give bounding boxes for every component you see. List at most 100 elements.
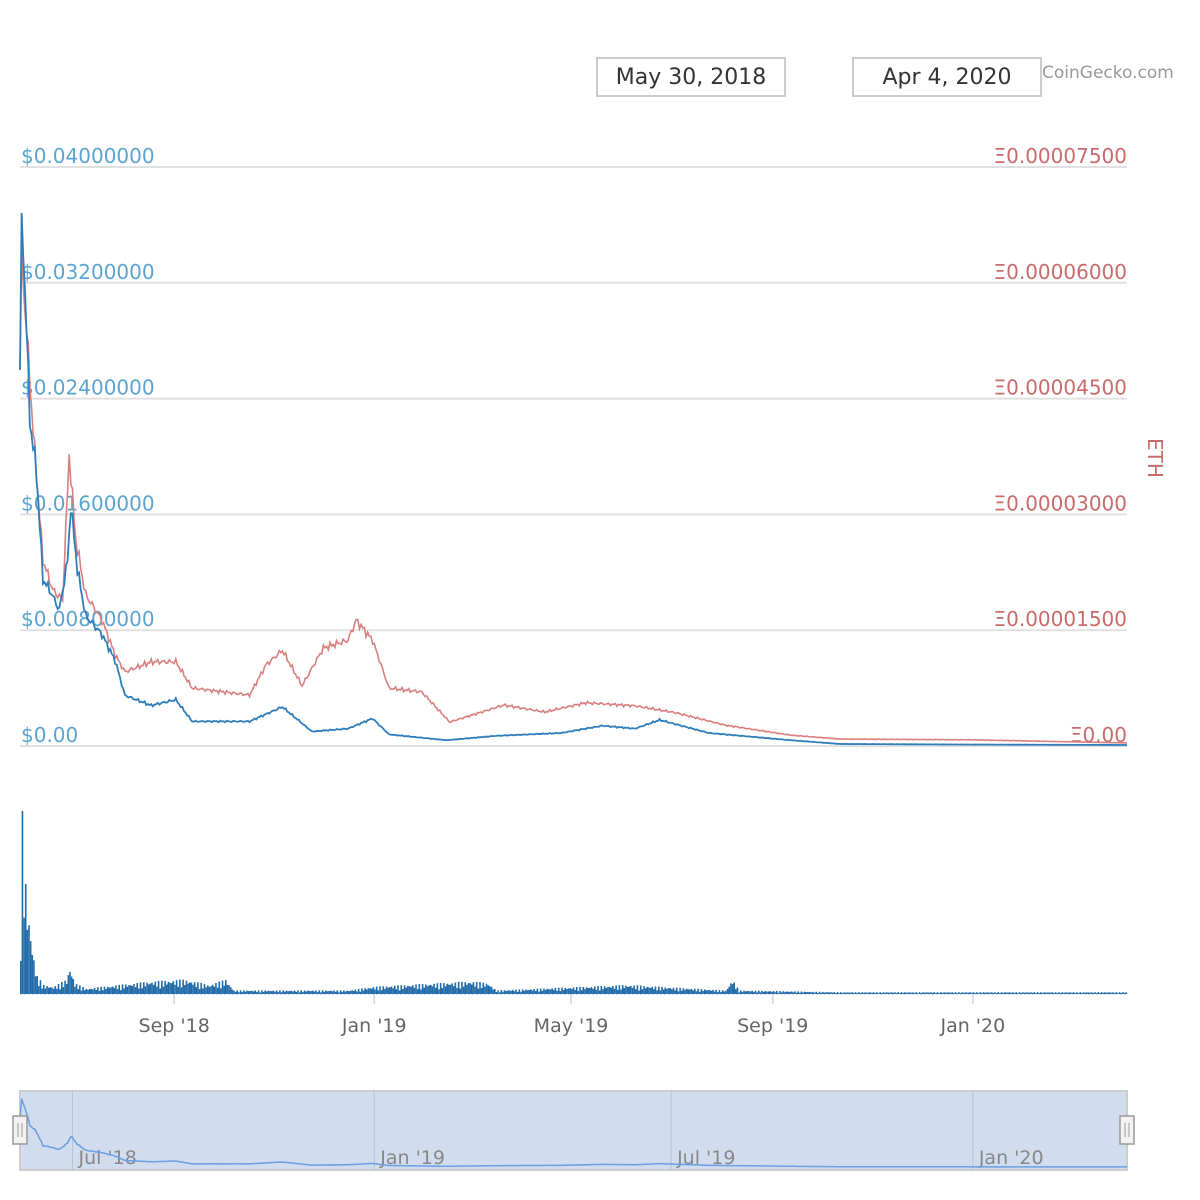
volume-bar [92,989,94,994]
volume-bar [721,990,724,994]
volume-bar [702,991,704,994]
volume-bar [285,990,288,994]
volume-bar [80,990,83,994]
volume-bar [457,981,460,994]
volume-bar [262,991,265,994]
volume-bar [200,982,202,994]
volume-bar [247,991,250,994]
volume-bar [892,992,895,994]
volume-bar [662,989,665,994]
volume-bar [502,991,504,994]
volume-bar [594,986,596,994]
volume-bar [628,986,631,994]
volume-bar [257,990,260,994]
volume-bar [449,984,452,994]
volume-bar [985,992,988,994]
volume-bar [977,993,980,994]
volume-bar [124,984,127,994]
volume-bar [508,990,511,994]
volume-bar [134,987,137,994]
volume-bar [61,982,63,994]
navigator-left-handle[interactable] [12,1115,28,1145]
volume-bar [54,986,57,994]
volume-bar [554,987,557,994]
volume-bar [1041,992,1044,994]
volume-bar [380,990,383,994]
volume-bar [434,987,437,994]
volume-bar [1089,992,1091,994]
volume-bar [28,925,30,994]
volume-bar [1105,992,1108,994]
volume-bar [546,988,549,994]
volume-bar [1008,992,1011,994]
volume-bar [297,990,299,994]
to-date-input[interactable]: Apr 4, 2020 [852,57,1042,97]
volume-bar [277,992,280,994]
volume-bar [269,990,271,994]
volume-bar [877,993,880,994]
volume-bar [323,991,325,994]
volume-bar [667,988,670,994]
volume-bar [1071,992,1073,994]
volume-bar [759,992,762,994]
volume-bar [761,990,763,994]
volume-bar [1010,992,1013,994]
volume-bar [175,980,178,994]
volume-bar [302,992,304,994]
volume-bar [853,992,855,994]
volume-bar [836,992,839,994]
volume-bar [856,993,858,994]
volume-bar [490,986,493,994]
volume-bar [744,991,747,994]
volume-bar [787,991,790,994]
volume-bar [403,985,406,994]
volume-bar [146,982,148,994]
volume-bar [890,992,893,994]
volume-bar [758,990,760,994]
volume-bar [1000,992,1003,994]
volume-bar [423,987,426,994]
volume-bar [426,986,429,994]
volume-bar [493,989,496,994]
volume-bar [1012,992,1014,994]
volume-bar [534,991,537,994]
x-axis-tick-label: Jan '19 [341,1015,407,1037]
volume-bar [1095,993,1098,994]
volume-bar [351,990,353,994]
volume-bar [249,991,252,994]
volume-bar [305,991,307,994]
volume-bar [859,993,862,994]
volume-bar [707,990,709,994]
volume-bar [925,992,927,994]
volume-bar [730,983,732,994]
volume-bar [169,982,171,994]
volume-bar [165,984,168,994]
volume-bar [512,989,514,994]
volume-bar [846,992,849,994]
navigator-right-handle[interactable] [1119,1115,1135,1145]
volume-bar [639,985,642,994]
credit-link[interactable]: CoinGecko.com [1042,63,1174,83]
volume-bar [88,988,91,994]
volume-bar [126,986,129,994]
volume-bar [228,985,230,994]
volume-bar [597,986,599,994]
volume-bar [246,990,248,994]
from-date-input[interactable]: May 30, 2018 [596,57,786,97]
volume-bar [907,992,909,994]
volume-bar [161,980,163,994]
volume-bar [274,991,276,994]
volume-bar [613,988,616,994]
volume-bar [451,983,453,994]
volume-bar [56,988,58,994]
volume-bar [523,990,526,994]
volume-bar [823,992,826,994]
volume-bar [746,990,749,994]
volume-bar [592,988,594,994]
volume-bar [241,992,243,994]
volume-bar [959,993,962,994]
volume-bar [115,985,117,994]
volume-bar [83,990,86,994]
volume-bar [802,992,804,994]
volume-bar [610,987,612,994]
